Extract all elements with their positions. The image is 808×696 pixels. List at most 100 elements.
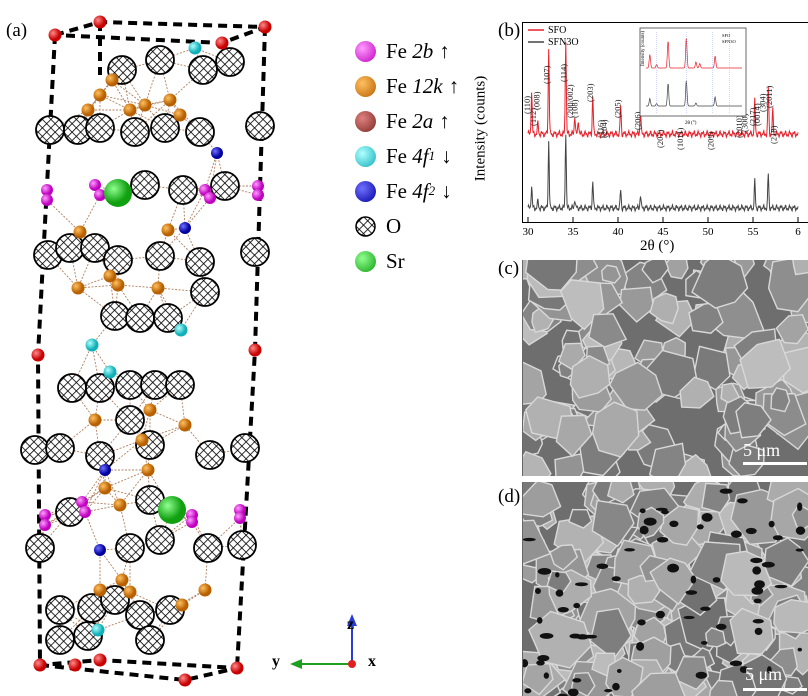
peak-label: (200/002) [565,84,575,118]
grain [525,260,578,291]
pore [739,666,749,674]
spin-down-arrow: ↓ [441,178,452,203]
legend-site: 4f [412,143,429,168]
atom-o [130,170,160,200]
pore [754,627,763,636]
peak-label: (218) [768,125,778,144]
x-tick-label: 50 [703,226,715,236]
atom-o [145,45,175,75]
bond-line [119,469,149,506]
grain [739,338,792,390]
atom-fe2a [248,343,262,357]
pore [772,535,783,541]
bond-line [159,47,196,61]
atom-fe2a [68,658,82,672]
atom-o-icon [355,215,376,237]
pore [636,642,645,651]
pore [719,488,733,494]
atom-fe4f2 [211,147,223,159]
panel-label-a: (a) [6,20,28,41]
pore [524,688,532,694]
atom-o [85,373,115,403]
bond-line [209,152,218,199]
atom-fe12k [93,88,107,102]
atom-fe4f1 [174,323,188,337]
pore [655,610,665,619]
atom-o [188,55,218,85]
pore [695,671,707,679]
bond-line [81,501,121,506]
grain [591,499,635,548]
grain [546,570,572,594]
peak-label: (114) [559,64,569,82]
atom-o [57,373,87,403]
bond-line [99,94,146,106]
atom-fe12k [135,433,149,447]
xrd-series-line [527,42,799,140]
atom-o [135,625,165,655]
atom-fe2a [258,20,272,34]
peak-label: (204) [599,119,609,138]
spin-up-arrow: ↑ [439,38,450,63]
peak-label: (206) [633,111,643,130]
bond-line [184,227,201,263]
atom-fe2a [33,658,47,672]
atom-sr [104,179,132,207]
pore [753,598,762,604]
grain [523,450,552,476]
peak-label: (300) [740,113,750,132]
pore [639,525,649,535]
atom-o [195,440,225,470]
bond-line [184,197,211,229]
pore [700,606,711,611]
atom-fe12k [178,418,192,432]
pore [729,660,743,667]
pore [612,682,620,691]
bond-line [104,469,121,506]
axis-z-label: z [347,616,355,633]
atom-o [115,533,145,563]
atom-fe2a [178,673,192,687]
pore [557,606,569,613]
grain [528,610,593,669]
atom-fe12k [138,98,152,112]
pore [752,566,762,575]
pore [712,577,721,583]
legend-label-sfo: SFO [548,25,566,36]
pore [774,584,788,589]
panel-label-c: (c) [498,258,520,279]
legend-fe-12k: Fe 12k ↑ [355,71,459,101]
legend-label-sfn3o: SFN3O [548,37,579,48]
xrd-series-line [527,134,799,213]
pore [754,580,765,589]
atom-o [25,533,55,563]
atom-o [100,301,130,331]
peak-label: (110) [522,96,532,114]
grain [568,508,593,529]
legend-element: Fe [386,73,407,98]
pore [715,623,727,630]
atom-o [245,111,275,141]
atom-fe2b [186,516,198,528]
pore [683,615,695,620]
atom-o [35,115,65,145]
atom-fe12k [198,583,212,597]
bond-line [184,189,206,229]
atom-o [45,625,75,655]
bond-line [117,284,141,319]
atom-fe2b [234,512,246,524]
pore [797,647,802,652]
peak-label: (1011) [675,127,685,150]
pore [751,586,764,595]
pore [558,693,568,696]
atom-fe2b [39,509,51,521]
atom-fe2b [76,496,88,508]
spin-up-arrow: ↑ [448,73,460,98]
legend-element: Fe [386,108,407,133]
bond-line [84,511,101,551]
pore [596,563,609,569]
axis-triad [290,614,357,669]
peak-label: (205) [613,99,623,118]
atom-fe4f2 [94,544,106,556]
bond-line [94,419,101,457]
